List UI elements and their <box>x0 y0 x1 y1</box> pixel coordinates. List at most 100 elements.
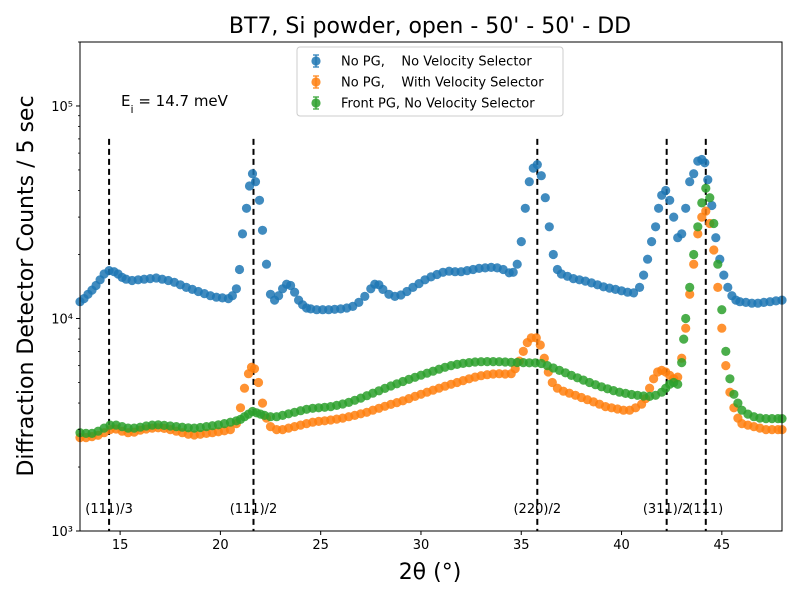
reference-line-label: (111)/3 <box>85 502 133 517</box>
data-point <box>548 249 558 260</box>
x-ticks: 15 20 25 30 35 40 45 <box>112 531 730 553</box>
data-point <box>711 233 721 243</box>
data-point <box>647 237 657 247</box>
data-point <box>250 177 261 187</box>
data-point <box>532 160 542 170</box>
data-point <box>512 259 522 269</box>
data-point <box>661 185 671 196</box>
data-point <box>524 177 534 187</box>
data-point <box>700 158 710 168</box>
y-ticks: 10³ 10⁴ 10⁵ <box>51 41 80 540</box>
series-3 <box>75 183 787 438</box>
data-point <box>639 270 649 280</box>
reference-line-label: (111) <box>688 502 723 517</box>
data-point <box>649 374 659 384</box>
legend-label: Front PG, No Velocity Selector <box>341 97 535 112</box>
data-point <box>247 169 258 179</box>
legend-label: No PG, With Velocity Selector <box>341 76 544 91</box>
data-point <box>635 282 645 292</box>
data-point <box>225 425 235 435</box>
data-point <box>227 291 237 301</box>
data-point <box>290 287 300 297</box>
y-tick-label: 10³ <box>51 525 73 540</box>
data-point <box>535 340 545 350</box>
data-point <box>685 289 695 299</box>
legend-item: No PG, No Velocity Selector <box>311 54 532 70</box>
x-tick-label: 20 <box>212 538 229 553</box>
data-point <box>249 364 260 374</box>
data-point <box>274 291 284 301</box>
data-point <box>733 398 743 408</box>
data-point <box>717 305 727 315</box>
data-point <box>721 346 731 356</box>
data-point <box>540 193 550 203</box>
data-point <box>531 333 541 343</box>
reference-line-label: (311)/2 <box>643 502 691 517</box>
data-point <box>681 313 691 324</box>
legend: No PG, No Velocity Selector No PG, With V… <box>296 46 564 117</box>
data-point <box>239 383 250 393</box>
legend-marker <box>311 98 321 108</box>
series-1 <box>75 154 787 315</box>
data-point <box>286 280 296 291</box>
x-tick-label: 30 <box>413 538 430 553</box>
reference-line-label: (220)/2 <box>513 502 561 517</box>
legend-marker <box>311 56 321 66</box>
x-tick-label: 35 <box>513 538 530 553</box>
data-point <box>516 237 526 247</box>
data-point <box>725 374 735 384</box>
reference-lines <box>108 138 707 531</box>
data-point <box>237 229 248 239</box>
data-point <box>703 175 713 185</box>
data-point <box>508 267 518 277</box>
data-point <box>645 383 655 393</box>
data-point <box>693 229 703 239</box>
data-point <box>689 169 699 179</box>
x-tick-label: 40 <box>613 538 630 553</box>
data-point <box>677 358 687 368</box>
data-point <box>235 403 246 413</box>
reference-labels: (111)/3 (111)/2 (220)/2 (311)/2(111) <box>85 502 723 517</box>
data-point <box>701 183 711 193</box>
legend-box <box>296 46 564 117</box>
data-point <box>354 297 364 307</box>
chart-title: BT7, Si powder, open - 50' - 50' - DD <box>229 14 631 39</box>
x-tick-label: 25 <box>312 538 329 553</box>
data-point <box>693 222 703 232</box>
data-point <box>257 225 268 235</box>
data-point <box>643 254 653 264</box>
data-point <box>518 346 528 356</box>
data-point <box>261 259 272 269</box>
y-tick-label: 10⁵ <box>51 100 73 115</box>
data-point <box>231 284 241 294</box>
data-point <box>241 203 252 213</box>
data-point <box>665 195 675 205</box>
data-point <box>729 389 739 399</box>
data-point <box>654 203 664 213</box>
data-point <box>723 282 733 292</box>
data-point <box>705 193 715 203</box>
data-point <box>673 379 683 389</box>
data-point <box>234 264 245 275</box>
legend-item: Front PG, No Velocity Selector <box>311 96 535 112</box>
data-point <box>713 259 723 269</box>
series-layer <box>75 154 787 443</box>
data-point <box>709 218 719 229</box>
y-axis-label: Diffraction Detector Counts / 5 sec <box>14 95 39 476</box>
series-2 <box>75 206 787 443</box>
data-point <box>360 291 370 301</box>
data-point <box>257 398 268 408</box>
legend-item: No PG, With Velocity Selector <box>311 75 544 91</box>
data-point <box>689 259 699 269</box>
x-tick-label: 15 <box>112 538 129 553</box>
data-point <box>536 171 546 181</box>
data-point <box>709 245 719 255</box>
data-point <box>669 212 679 222</box>
data-point <box>681 323 691 333</box>
data-point <box>685 282 695 292</box>
data-point <box>677 229 687 239</box>
data-point <box>707 200 717 211</box>
data-point <box>719 270 729 280</box>
